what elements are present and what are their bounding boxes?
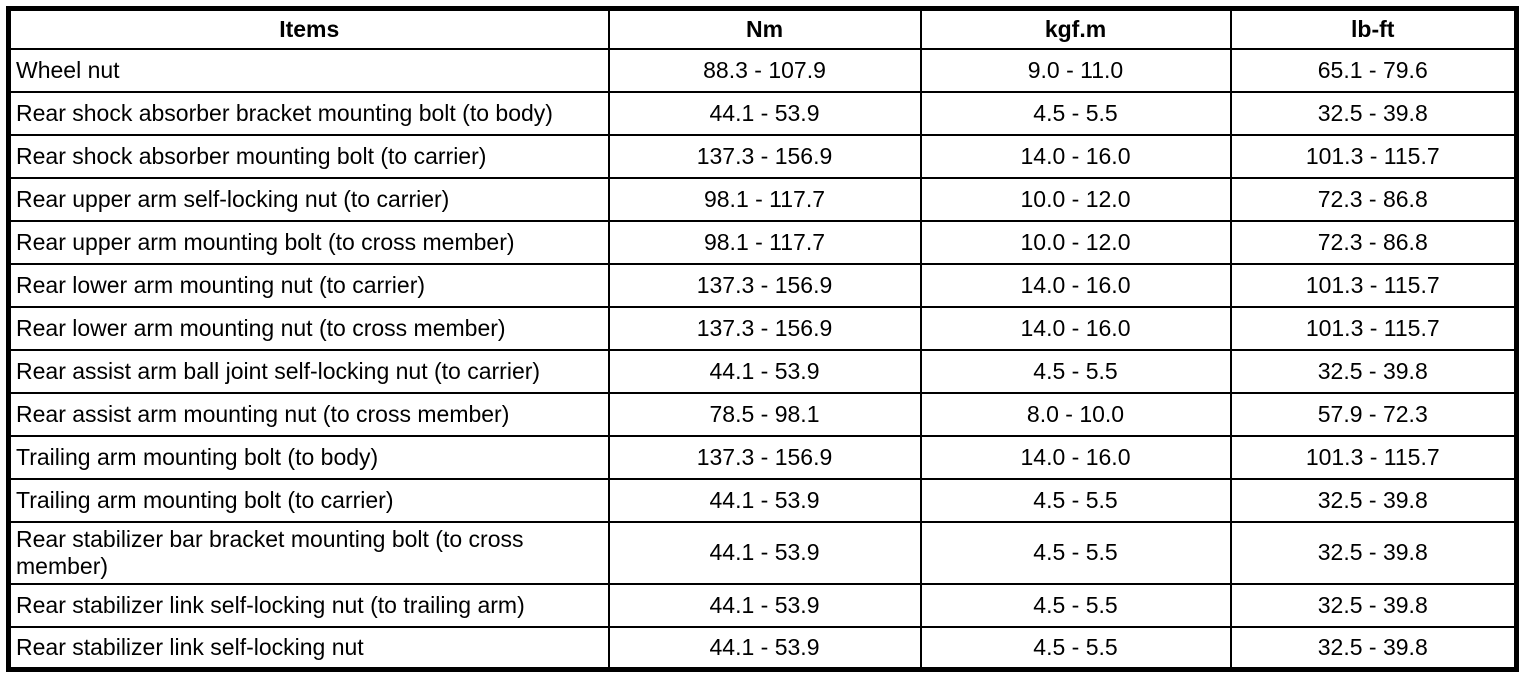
kgfm-value-cell: 14.0 - 16.0	[919, 133, 1232, 179]
kgfm-value-cell: 10.0 - 12.0	[919, 219, 1232, 265]
nm-value-cell: 88.3 - 107.9	[607, 47, 922, 93]
lbft-value-cell: 32.5 - 39.8	[1229, 582, 1518, 628]
lbft-value-cell: 32.5 - 39.8	[1229, 90, 1518, 136]
table-row: Rear upper arm self-locking nut (to carr…	[7, 176, 1518, 222]
kgfm-value-cell: 4.5 - 5.5	[919, 582, 1232, 628]
item-cell: Trailing arm mounting bolt (to carrier)	[7, 477, 610, 523]
nm-value-cell: 44.1 - 53.9	[607, 90, 922, 136]
item-cell: Rear upper arm mounting bolt (to cross m…	[7, 219, 610, 265]
item-cell: Wheel nut	[7, 47, 610, 93]
item-cell: Rear stabilizer link self-locking nut (t…	[7, 582, 610, 628]
nm-value-cell: 44.1 - 53.9	[607, 348, 922, 394]
item-cell: Rear upper arm self-locking nut (to carr…	[7, 176, 610, 222]
table-row: Rear lower arm mounting nut (to cross me…	[7, 305, 1518, 351]
torque-spec-table: Items Nm kgf.m lb-ft Wheel nut 88.3 - 107…	[6, 6, 1519, 672]
table-row: Rear upper arm mounting bolt (to cross m…	[7, 219, 1518, 265]
table-body: Wheel nut 88.3 - 107.9 9.0 - 11.0 65.1 - 79…	[7, 47, 1518, 671]
item-cell: Trailing arm mounting bolt (to body)	[7, 434, 610, 480]
nm-value-cell: 98.1 - 117.7	[607, 176, 922, 222]
item-cell: Rear stabilizer link self-locking nut	[7, 625, 610, 671]
kgfm-value-cell: 4.5 - 5.5	[919, 625, 1232, 671]
column-header-nm: Nm	[607, 7, 922, 50]
lbft-value-cell: 101.3 - 115.7	[1229, 305, 1518, 351]
kgfm-value-cell: 4.5 - 5.5	[919, 477, 1232, 523]
table-row: Rear assist arm mounting nut (to cross m…	[7, 391, 1518, 437]
item-cell: Rear assist arm mounting nut (to cross m…	[7, 391, 610, 437]
nm-value-cell: 137.3 - 156.9	[607, 133, 922, 179]
nm-value-cell: 137.3 - 156.9	[607, 434, 922, 480]
table-row: Rear stabilizer link self-locking nut (t…	[7, 582, 1518, 628]
lbft-value-cell: 65.1 - 79.6	[1229, 47, 1518, 93]
nm-value-cell: 137.3 - 156.9	[607, 262, 922, 308]
nm-value-cell: 98.1 - 117.7	[607, 219, 922, 265]
nm-value-cell: 44.1 - 53.9	[607, 477, 922, 523]
table-row: Wheel nut 88.3 - 107.9 9.0 - 11.0 65.1 - 79…	[7, 47, 1518, 93]
lbft-value-cell: 32.5 - 39.8	[1229, 520, 1518, 585]
kgfm-value-cell: 14.0 - 16.0	[919, 305, 1232, 351]
table-row: Rear stabilizer link self-locking nut 44.…	[7, 625, 1518, 671]
lbft-value-cell: 32.5 - 39.8	[1229, 348, 1518, 394]
lbft-value-cell: 101.3 - 115.7	[1229, 262, 1518, 308]
kgfm-value-cell: 9.0 - 11.0	[919, 47, 1232, 93]
kgfm-value-cell: 4.5 - 5.5	[919, 90, 1232, 136]
kgfm-value-cell: 4.5 - 5.5	[919, 348, 1232, 394]
lbft-value-cell: 72.3 - 86.8	[1229, 176, 1518, 222]
table-row: Rear shock absorber mounting bolt (to ca…	[7, 133, 1518, 179]
table-row: Rear stabilizer bar bracket mounting bol…	[7, 520, 1518, 585]
table-header-row: Items Nm kgf.m lb-ft	[7, 7, 1518, 50]
kgfm-value-cell: 10.0 - 12.0	[919, 176, 1232, 222]
table-row: Rear shock absorber bracket mounting bol…	[7, 90, 1518, 136]
kgfm-value-cell: 14.0 - 16.0	[919, 262, 1232, 308]
table-row: Rear lower arm mounting nut (to carrier)…	[7, 262, 1518, 308]
lbft-value-cell: 101.3 - 115.7	[1229, 133, 1518, 179]
table-row: Trailing arm mounting bolt (to body) 137.…	[7, 434, 1518, 480]
nm-value-cell: 44.1 - 53.9	[607, 625, 922, 671]
table-row: Rear assist arm ball joint self-locking …	[7, 348, 1518, 394]
column-header-lbft: lb-ft	[1229, 7, 1518, 50]
column-header-kgfm: kgf.m	[919, 7, 1232, 50]
nm-value-cell: 44.1 - 53.9	[607, 582, 922, 628]
item-cell: Rear lower arm mounting nut (to cross me…	[7, 305, 610, 351]
nm-value-cell: 44.1 - 53.9	[607, 520, 922, 585]
lbft-value-cell: 32.5 - 39.8	[1229, 625, 1518, 671]
item-cell: Rear shock absorber bracket mounting bol…	[7, 90, 610, 136]
lbft-value-cell: 57.9 - 72.3	[1229, 391, 1518, 437]
lbft-value-cell: 72.3 - 86.8	[1229, 219, 1518, 265]
column-header-items: Items	[7, 7, 610, 50]
nm-value-cell: 137.3 - 156.9	[607, 305, 922, 351]
lbft-value-cell: 32.5 - 39.8	[1229, 477, 1518, 523]
item-cell: Rear assist arm ball joint self-locking …	[7, 348, 610, 394]
kgfm-value-cell: 14.0 - 16.0	[919, 434, 1232, 480]
item-cell: Rear shock absorber mounting bolt (to ca…	[7, 133, 610, 179]
kgfm-value-cell: 8.0 - 10.0	[919, 391, 1232, 437]
nm-value-cell: 78.5 - 98.1	[607, 391, 922, 437]
table-row: Trailing arm mounting bolt (to carrier) 4…	[7, 477, 1518, 523]
item-cell: Rear lower arm mounting nut (to carrier)	[7, 262, 610, 308]
kgfm-value-cell: 4.5 - 5.5	[919, 520, 1232, 585]
lbft-value-cell: 101.3 - 115.7	[1229, 434, 1518, 480]
item-cell: Rear stabilizer bar bracket mounting bol…	[7, 520, 610, 585]
